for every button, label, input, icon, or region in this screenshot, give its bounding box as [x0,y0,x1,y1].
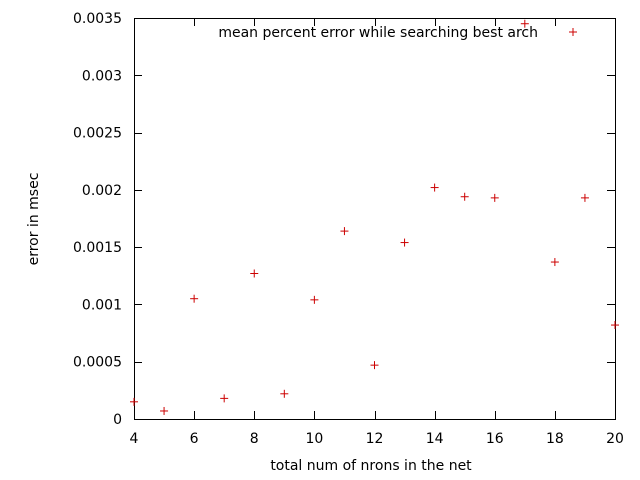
x-tick-label: 12 [366,431,384,447]
data-point [580,193,589,202]
legend-label: mean percent error while searching best … [218,25,538,41]
y-tick-label: 0.0015 [73,240,122,256]
y-tick-label: 0.0035 [73,11,122,27]
y-tick-label: 0.0005 [73,355,122,371]
data-point [400,238,409,247]
data-point [611,321,619,330]
data-point [190,294,199,303]
y-tick-label: 0.002 [82,183,122,199]
x-tick-label: 6 [190,431,199,447]
y-axis: 0 0.0005 0.001 0.0015 0.002 0.0025 0.003 0.0035 [73,11,615,428]
x-tick-label: 4 [130,431,139,447]
x-axis-label: total num of nrons in the net [270,458,472,474]
data-point [490,193,499,202]
data-point [370,361,379,370]
legend: mean percent error while searching best … [218,25,577,41]
data-point [520,19,529,28]
legend-marker [569,28,577,36]
x-tick-label: 16 [486,431,504,447]
data-point [310,295,319,304]
data-point [460,192,469,201]
x-tick-label: 14 [426,431,444,447]
data-point [130,397,138,406]
x-tick-label: 20 [606,431,624,447]
series-markers [130,19,619,415]
data-point [250,269,259,278]
plot-frame [134,18,616,420]
data-point [280,389,289,398]
data-point [550,258,559,267]
y-tick-label: 0.0025 [73,126,122,142]
y-tick-label: 0 [113,412,122,428]
y-tick-label: 0.001 [82,297,122,313]
y-tick-label: 0.003 [82,68,122,84]
x-tick-label: 10 [305,431,323,447]
x-tick-label: 18 [546,431,564,447]
data-point [160,406,169,415]
data-point [340,227,349,236]
y-axis-label: error in msec [26,173,42,266]
x-axis: 4 6 8 10 12 14 16 18 20 [130,18,624,447]
data-point [430,183,439,192]
data-point [220,394,229,403]
x-tick-label: 8 [250,431,259,447]
